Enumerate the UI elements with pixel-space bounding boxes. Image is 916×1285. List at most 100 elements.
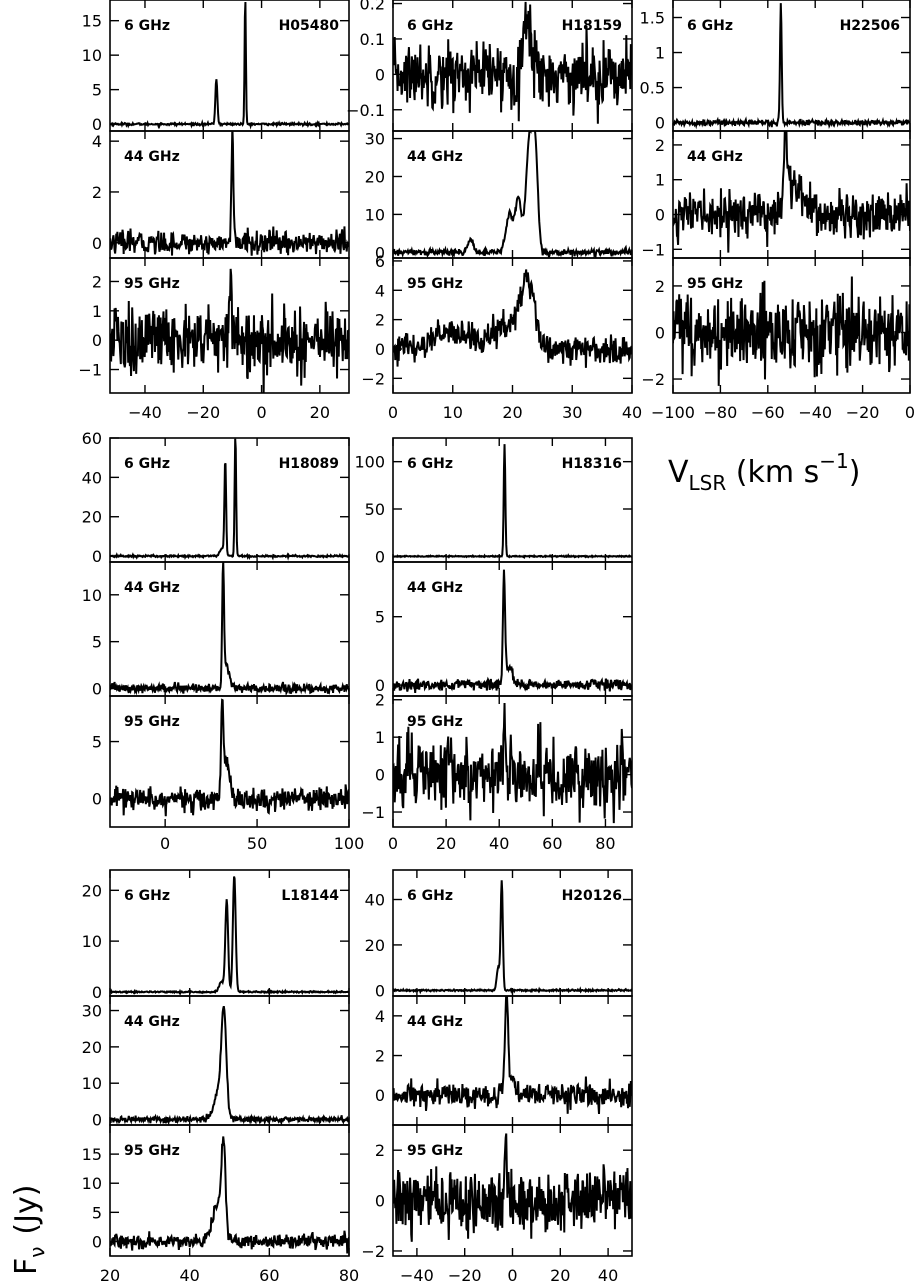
panel-h18089-6ghz: 0 20 40 60 6 GHz H18089 bbox=[82, 429, 350, 566]
band-label: 6 GHz bbox=[124, 888, 170, 904]
band-label: 95 GHz bbox=[687, 276, 743, 292]
x-tick-label: 40 bbox=[489, 834, 509, 853]
y-tick-label: 15 bbox=[82, 1145, 102, 1164]
y-tick-label: 0 bbox=[92, 234, 102, 253]
y-tick-label: 20 bbox=[82, 508, 102, 527]
y-tick-label: 10 bbox=[82, 1074, 102, 1093]
y-tick-label: 0 bbox=[655, 323, 665, 342]
spectrum-line bbox=[110, 562, 349, 696]
spectrum-line bbox=[673, 3, 910, 130]
y-tick-label: 0 bbox=[92, 680, 102, 699]
panel-h05480-44ghz: 0 2 4 44 GHz bbox=[92, 130, 350, 259]
y-tick-label: 1 bbox=[375, 728, 385, 747]
spectrum-line bbox=[110, 698, 349, 817]
x-tick-label: 0 bbox=[256, 403, 266, 422]
source-label: H05480 bbox=[279, 18, 340, 34]
y-tick-label: −1 bbox=[361, 803, 385, 822]
y-tick-label: 5 bbox=[92, 633, 102, 652]
panel-h20126-6ghz: 0 20 40 6 GHz H20126 bbox=[365, 869, 633, 1000]
x-tick-label: 0 bbox=[388, 834, 398, 853]
y-tick-label: 20 bbox=[365, 936, 385, 955]
source-label: H18316 bbox=[562, 456, 622, 472]
spectrum-line bbox=[110, 438, 349, 561]
band-label: 95 GHz bbox=[124, 714, 180, 730]
band-label: 6 GHz bbox=[407, 888, 453, 904]
band-label: 44 GHz bbox=[124, 580, 180, 596]
x-tick-label: −20 bbox=[448, 1266, 482, 1285]
band-label: 6 GHz bbox=[407, 18, 453, 34]
y-tick-label: 5 bbox=[92, 81, 102, 100]
spectrum-line bbox=[110, 1136, 349, 1254]
spectrum-line bbox=[393, 703, 632, 824]
x-tick-label: −40 bbox=[400, 1266, 434, 1285]
y-tick-label: 30 bbox=[365, 130, 385, 149]
x-tick-label: 0 bbox=[905, 403, 915, 422]
panel-frame bbox=[392, 695, 633, 828]
y-tick-label: −0.1 bbox=[346, 101, 385, 120]
y-tick-label: 1 bbox=[655, 171, 665, 190]
y-tick-label: 0 bbox=[375, 981, 385, 1000]
x-tick-label: 20 bbox=[100, 1266, 120, 1285]
spectrum-line bbox=[393, 1, 632, 124]
spectrum-line bbox=[393, 444, 632, 560]
y-tick-label: 2 bbox=[92, 183, 102, 202]
x-tick-label: 40 bbox=[598, 1266, 618, 1285]
y-tick-label: −1 bbox=[641, 240, 665, 259]
y-tick-label: 2 bbox=[375, 1141, 385, 1160]
x-tick-label: 50 bbox=[247, 834, 267, 853]
y-tick-label: 10 bbox=[365, 205, 385, 224]
spectrum-line bbox=[110, 268, 349, 393]
spectrum-line bbox=[673, 131, 910, 253]
y-tick-label: 0 bbox=[375, 65, 385, 84]
source-label: H18159 bbox=[562, 18, 622, 34]
band-label: 44 GHz bbox=[124, 149, 180, 165]
y-tick-label: 2 bbox=[655, 277, 665, 296]
y-tick-label: 100 bbox=[354, 453, 385, 472]
y-tick-label: −1 bbox=[78, 361, 102, 380]
y-tick-label: 2 bbox=[655, 136, 665, 155]
y-tick-label: 1 bbox=[655, 44, 665, 63]
panel-l18144-95ghz: 0 5 10 15 95 GHz bbox=[82, 1124, 350, 1257]
y-tick-label: 4 bbox=[375, 1007, 385, 1026]
x-tick-label: −60 bbox=[751, 403, 785, 422]
y-tick-label: 2 bbox=[375, 311, 385, 330]
y-tick-label: 60 bbox=[82, 429, 102, 448]
x-tick-label: −40 bbox=[128, 403, 162, 422]
y-tick-label: 0 bbox=[92, 115, 102, 134]
spectrum-line bbox=[110, 1, 349, 130]
spectrum-line bbox=[110, 1005, 349, 1125]
panel-h20126-95ghz: −2 0 2 95 GHz bbox=[361, 1124, 633, 1261]
y-tick-label: 20 bbox=[365, 167, 385, 186]
band-label: 6 GHz bbox=[124, 456, 170, 472]
panel-h22506-95ghz: −2 0 2 95 GHz bbox=[641, 257, 911, 394]
panel-h18316-44ghz: 0 5 44 GHz bbox=[375, 561, 633, 697]
y-tick-label: 10 bbox=[82, 46, 102, 65]
y-tick-label: 0.1 bbox=[360, 30, 385, 49]
y-tick-label: 2 bbox=[375, 691, 385, 710]
x-tick-label: −40 bbox=[798, 403, 832, 422]
source-label: H20126 bbox=[562, 888, 622, 904]
x-tick-label: −20 bbox=[846, 403, 880, 422]
band-label: 6 GHz bbox=[124, 18, 170, 34]
x-tick-label: 40 bbox=[622, 403, 642, 422]
y-tick-label: 0 bbox=[92, 331, 102, 350]
y-tick-label: 0 bbox=[92, 1111, 102, 1130]
x-tick-label: −80 bbox=[704, 403, 738, 422]
y-tick-label: 4 bbox=[92, 132, 102, 151]
x-tick-label: 10 bbox=[443, 403, 463, 422]
panel-h22506-6ghz: 0 0.5 1 1.5 6 GHz H22506 bbox=[640, 0, 911, 133]
spectrum-line bbox=[673, 276, 910, 386]
band-label: 95 GHz bbox=[407, 714, 463, 730]
x-tick-label: 0 bbox=[507, 1266, 517, 1285]
y-tick-label: 1.5 bbox=[640, 9, 665, 28]
y-tick-label: 4 bbox=[375, 281, 385, 300]
x-tick-label: 20 bbox=[436, 834, 456, 853]
panel-h18316-95ghz: −1 0 1 2 95 GHz bbox=[361, 691, 633, 828]
band-label: 6 GHz bbox=[407, 456, 453, 472]
y-tick-label: 40 bbox=[365, 891, 385, 910]
y-tick-label: 5 bbox=[375, 608, 385, 627]
y-tick-label: 0 bbox=[655, 206, 665, 225]
x-tick-label: 80 bbox=[339, 1266, 359, 1285]
